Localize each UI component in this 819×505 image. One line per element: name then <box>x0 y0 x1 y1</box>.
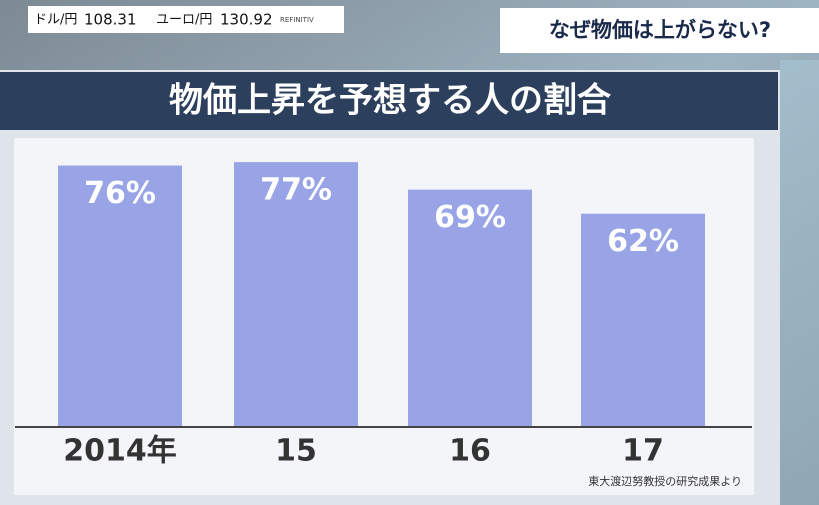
value-label: 69% <box>434 200 506 235</box>
x-tick-label: 15 <box>275 434 317 469</box>
source: 東大渡辺努教授の研究成果より <box>588 474 742 488</box>
ticker-provider: REFINITIV <box>280 16 314 24</box>
x-tick-label: 17 <box>622 434 664 469</box>
ticker-value: 130.92 <box>220 11 273 29</box>
value-label: 62% <box>607 224 679 259</box>
ticker-label: ドル/円 <box>34 13 77 28</box>
value-label: 77% <box>260 173 332 208</box>
chart-title: 物価上昇を予想する人の割合 <box>169 81 611 121</box>
ticker-box <box>28 6 344 33</box>
bar <box>234 162 358 427</box>
ticker-label: ユーロ/円 <box>156 13 212 28</box>
headline-box <box>500 8 819 53</box>
x-tick-label: 2014年 <box>63 434 177 469</box>
title-bar <box>0 72 778 130</box>
bar <box>408 189 532 427</box>
bar <box>581 213 705 427</box>
background-screen <box>780 60 819 505</box>
value-label: 76% <box>84 176 156 211</box>
ticker-value: 108.31 <box>84 11 137 29</box>
x-tick-label: 16 <box>449 434 491 469</box>
bar <box>58 165 182 427</box>
headline: なぜ物価は上がらない? <box>549 18 771 42</box>
plot: 76% 2014年 77% 15 69% 16 62% 17 <box>58 162 705 469</box>
